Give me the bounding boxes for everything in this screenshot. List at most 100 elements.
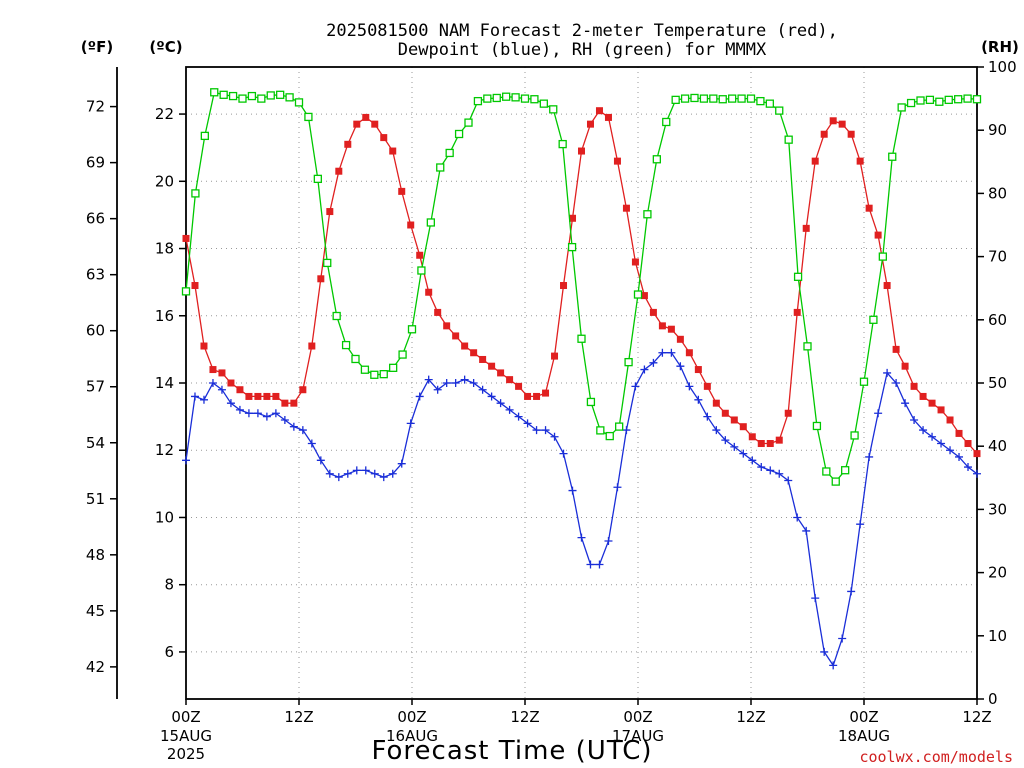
- x-tick-label: 00Z: [623, 708, 652, 726]
- dewpoint-point: [658, 348, 667, 357]
- dewpoint-point: [442, 379, 451, 387]
- rh-point: [671, 95, 680, 105]
- rh-point: [878, 252, 887, 261]
- dewpoint-point: [937, 439, 946, 448]
- temperature-point: [946, 416, 954, 424]
- temperature-point: [533, 392, 541, 400]
- fahrenheit-unit-label: (ºF): [81, 38, 113, 56]
- rh-point: [897, 103, 906, 112]
- dewpoint-point: [667, 348, 676, 357]
- temperature-point: [452, 332, 460, 340]
- temperature-point: [380, 134, 388, 142]
- rh-point: [803, 342, 812, 351]
- rh-point: [313, 174, 322, 184]
- temperature-point: [200, 342, 208, 350]
- temperature-point: [937, 406, 945, 414]
- rh-point: [191, 189, 200, 198]
- rh-point: [972, 95, 982, 104]
- dewpoint-point: [478, 385, 487, 394]
- series-dewpoint: [182, 348, 981, 670]
- temperature-point: [578, 147, 585, 155]
- temperature-point: [613, 157, 621, 165]
- credit-label[interactable]: coolwx.com/models: [859, 748, 1013, 766]
- x-tick-label: 00Z: [397, 708, 426, 726]
- x-axis-label: Forecast Time (UTC): [371, 736, 652, 766]
- dewpoint-point: [847, 587, 856, 596]
- temperature-point: [470, 349, 478, 357]
- rh-point: [389, 363, 398, 372]
- rh-point: [869, 315, 878, 324]
- dewpoint-point: [955, 452, 964, 461]
- rh-tick-label: 0: [988, 690, 998, 708]
- temperature-point: [326, 208, 334, 216]
- dewpoint-point: [604, 537, 613, 545]
- rh-point: [662, 117, 671, 127]
- temperature-point: [658, 322, 666, 330]
- temperature-point: [748, 433, 756, 441]
- rh-point: [341, 340, 351, 350]
- rh-unit-label: (RH): [981, 38, 1019, 56]
- x-date-label: 17AUG: [612, 727, 664, 745]
- temperature-point: [569, 214, 577, 222]
- celsius-tick-label: 12: [155, 441, 174, 459]
- x-tick-label: 00Z: [849, 708, 878, 726]
- fahrenheit-tick-label: 42: [86, 658, 105, 676]
- rh-point: [445, 148, 454, 158]
- rh-point: [680, 94, 690, 103]
- rh-point: [210, 88, 219, 97]
- dewpoint-point: [505, 405, 514, 414]
- fahrenheit-tick-label: 51: [86, 490, 105, 508]
- dewpoint-point: [334, 473, 343, 482]
- dewpoint-point: [964, 463, 973, 472]
- celsius-tick-label: 16: [155, 307, 174, 325]
- rh-point: [859, 377, 869, 386]
- temperature-point: [191, 282, 199, 290]
- dewpoint-point: [316, 456, 325, 465]
- dewpoint-point: [182, 456, 190, 465]
- temperature-point: [218, 369, 226, 377]
- dewpoint-point: [352, 466, 361, 475]
- dewpoint-point: [469, 379, 478, 387]
- dewpoint-point: [901, 399, 910, 408]
- series-lines: [181, 88, 982, 670]
- fahrenheit-tick-label: 60: [86, 322, 105, 340]
- celsius-unit-label: (ºC): [149, 38, 182, 56]
- dewpoint-point: [802, 526, 811, 535]
- rh-tick-label: 10: [988, 627, 1007, 645]
- rh-tick-label: 40: [988, 437, 1007, 455]
- rh-point: [624, 357, 633, 367]
- dewpoint-point: [595, 560, 604, 569]
- dewpoint-point: [271, 409, 280, 418]
- rh-point: [332, 311, 341, 321]
- rh-point: [407, 325, 417, 334]
- rh-point: [285, 93, 294, 102]
- x-tick-label: 12Z: [962, 708, 991, 726]
- dewpoint-point: [487, 392, 496, 401]
- dewpoint-point: [892, 379, 901, 387]
- rh-tick-label: 80: [988, 184, 1007, 202]
- temperature-point: [389, 147, 397, 155]
- rh-point: [633, 290, 643, 299]
- dewpoint-point: [280, 415, 289, 424]
- temperature-point: [973, 450, 981, 458]
- dewpoint-point: [973, 469, 981, 478]
- rh-tick-label: 90: [988, 121, 1007, 139]
- rh-point: [737, 94, 746, 103]
- dewpoint-point: [820, 647, 829, 656]
- celsius-tick-label: 20: [155, 172, 174, 190]
- temperature-point: [353, 120, 361, 128]
- rh-point: [935, 97, 944, 106]
- rh-point: [822, 467, 831, 476]
- dewpoint-point: [631, 382, 640, 391]
- dewpoint-point: [811, 594, 820, 603]
- temperature-point: [551, 352, 559, 360]
- temperature-point: [542, 389, 550, 397]
- rh-point: [709, 94, 718, 103]
- dewpoint-point: [712, 426, 721, 435]
- celsius-tick-label: 10: [155, 508, 174, 526]
- dewpoint-point: [523, 419, 532, 428]
- dewpoint-point: [883, 368, 892, 377]
- rh-point: [784, 135, 793, 144]
- dewpoint-point: [496, 399, 505, 408]
